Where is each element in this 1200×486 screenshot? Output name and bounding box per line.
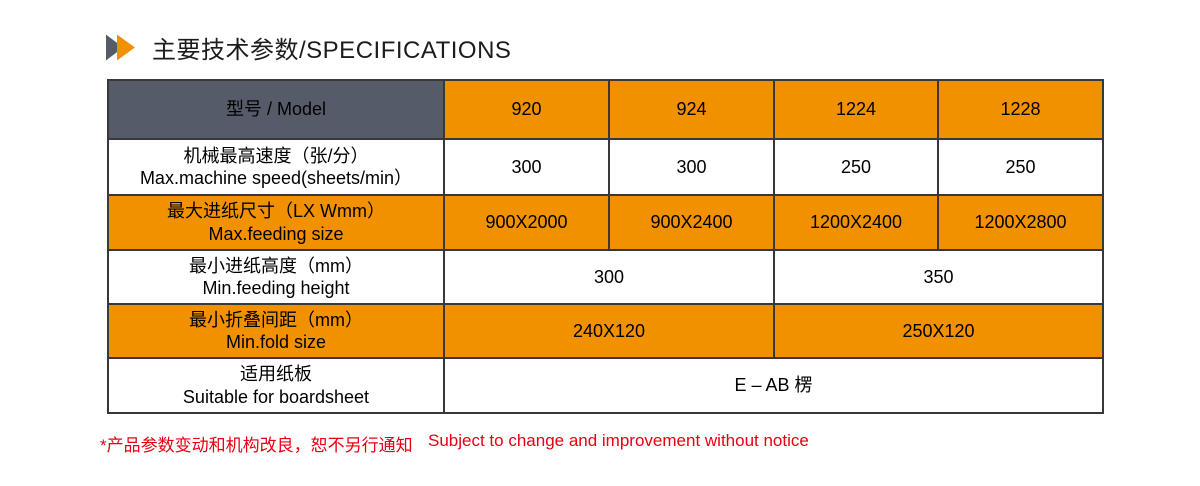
table-row-max-feeding-size: 最大进纸尺寸（LX Wmm） Max.feeding size 900X2000…: [107, 194, 1104, 251]
value-cell: 350: [773, 249, 1104, 305]
double-right-arrows-icon: [106, 34, 135, 61]
value-cell: 900X2400: [608, 194, 775, 251]
value-cell: 1200X2400: [773, 194, 939, 251]
row-label-en: Suitable for boardsheet: [182, 386, 370, 407]
model-920-cell: 920: [443, 79, 610, 140]
row-label-max-speed: 机械最高速度（张/分） Max.machine speed(sheets/min…: [107, 138, 445, 196]
specifications-table: 型号 / Model 920 924 1224 1228 机械最高速度（张/分）…: [107, 79, 1104, 414]
row-label-cn: 最大进纸尺寸（LX Wmm）: [167, 201, 385, 221]
row-label-suitable-boardsheet: 适用纸板 Suitable for boardsheet: [107, 357, 445, 414]
row-label-min-fold-size: 最小折叠间距（mm） Min.fold size: [107, 303, 445, 359]
row-label-cn: 机械最高速度（张/分）: [183, 145, 369, 166]
value-cell: E – AB 楞: [443, 357, 1104, 414]
model-1228-cell: 1228: [937, 79, 1104, 140]
value-cell: 250: [937, 138, 1104, 196]
row-label-en: Max.machine speed(sheets/min）: [139, 168, 413, 188]
model-924-cell: 924: [608, 79, 775, 140]
value-cell: 240X120: [443, 303, 775, 359]
value-cell: 250: [773, 138, 939, 196]
table-row-min-feeding-height: 最小进纸高度（mm） Min.feeding height 300 350: [107, 249, 1104, 305]
value-cell: 1200X2800: [937, 194, 1104, 251]
table-row-header: 型号 / Model 920 924 1224 1228: [107, 79, 1104, 140]
page-title-row: 主要技术参数/SPECIFICATIONS: [106, 30, 511, 65]
row-label-en: Max.feeding size: [208, 223, 344, 244]
row-label-max-feeding-size: 最大进纸尺寸（LX Wmm） Max.feeding size: [107, 194, 445, 251]
value-cell: 300: [443, 249, 775, 305]
row-label-cn: 适用纸板: [240, 364, 312, 384]
model-header-cell: 型号 / Model: [107, 79, 445, 140]
row-label-en: Min.feeding height: [202, 278, 350, 298]
value-cell: 250X120: [773, 303, 1104, 359]
model-1224-cell: 1224: [773, 79, 939, 140]
footnote: *产品参数变动和机构改良，恕不另行通知 Subject to change an…: [0, 431, 1200, 455]
row-label-min-feeding-height: 最小进纸高度（mm） Min.feeding height: [107, 249, 445, 305]
row-label-en: Min.fold size: [225, 332, 327, 352]
row-label-cn: 最小折叠间距（mm）: [189, 309, 363, 330]
table-row-min-fold-size: 最小折叠间距（mm） Min.fold size 240X120 250X120: [107, 303, 1104, 359]
table-row-max-speed: 机械最高速度（张/分） Max.machine speed(sheets/min…: [107, 138, 1104, 196]
value-cell: 900X2000: [443, 194, 610, 251]
value-cell: 300: [443, 138, 610, 196]
footnote-english: Subject to change and improvement withou…: [428, 431, 809, 450]
value-cell: 300: [608, 138, 775, 196]
table-row-suitable-boardsheet: 适用纸板 Suitable for boardsheet E – AB 楞: [107, 357, 1104, 414]
footnote-chinese: *产品参数变动和机构改良，恕不另行通知: [100, 436, 413, 455]
page-title: 主要技术参数/SPECIFICATIONS: [152, 37, 512, 64]
row-label-cn: 最小进纸高度（mm）: [189, 255, 363, 276]
